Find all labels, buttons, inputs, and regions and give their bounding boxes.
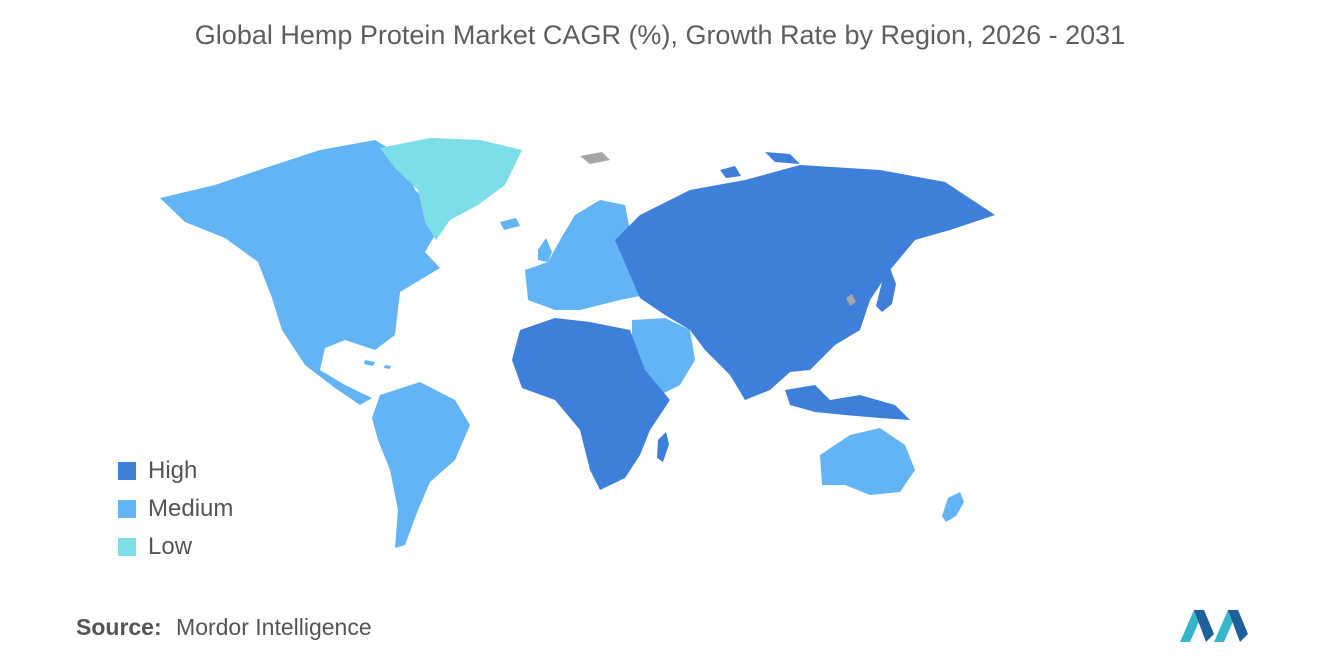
region-europe [525, 200, 645, 310]
source-line: Source: Mordor Intelligence [76, 614, 372, 641]
region-north-america [160, 140, 445, 405]
legend-label-low: Low [148, 533, 193, 560]
region-asia-russia [615, 165, 995, 400]
legend-label-medium: Medium [148, 495, 234, 522]
region-japan [876, 268, 896, 312]
region-new-zealand [942, 492, 964, 522]
region-caribbean [364, 360, 391, 369]
legend-label-high: High [148, 457, 198, 484]
region-svalbard [580, 152, 610, 164]
region-greenland [380, 138, 522, 240]
source-value: Mordor Intelligence [176, 614, 372, 640]
chart-title: Global Hemp Protein Market CAGR (%), Gro… [194, 20, 1126, 50]
region-arctic-islands [720, 152, 800, 178]
region-madagascar [657, 432, 669, 462]
legend-swatch-medium [118, 500, 136, 518]
legend: High Medium Low [118, 452, 233, 566]
source-label: Source: [76, 614, 162, 640]
legend-item-high: High [118, 452, 233, 490]
mordor-intelligence-logo-icon [1180, 610, 1248, 642]
legend-swatch-high [118, 462, 136, 480]
legend-item-low: Low [118, 528, 233, 566]
region-north-korea [846, 294, 856, 306]
region-iceland [500, 218, 520, 230]
region-australia [820, 428, 915, 495]
region-africa [512, 318, 670, 490]
legend-swatch-low [118, 538, 136, 556]
legend-item-medium: Medium [118, 490, 233, 528]
region-uk [538, 238, 552, 262]
region-south-america [372, 382, 470, 548]
region-southeast-asia-islands [785, 385, 910, 420]
